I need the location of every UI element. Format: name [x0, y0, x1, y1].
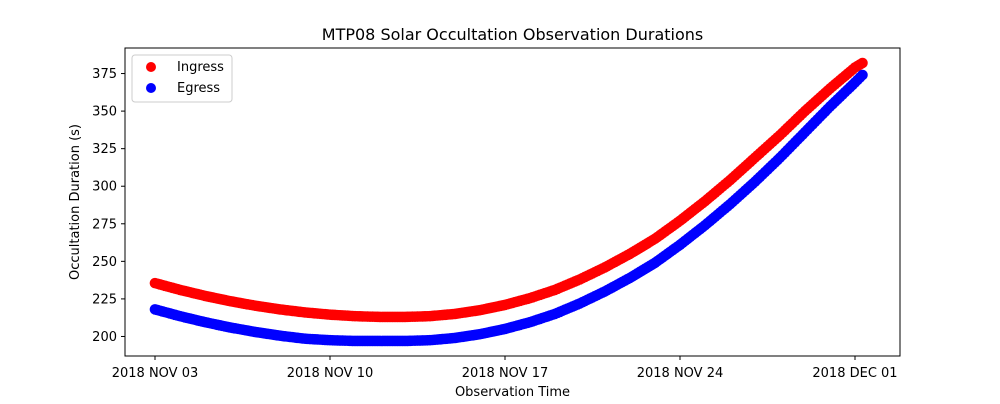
x-tick-label: 2018 NOV 10	[287, 366, 374, 381]
y-axis-label: Occultation Duration (s)	[68, 124, 83, 280]
y-tick-label: 200	[92, 330, 117, 345]
plot-marks	[149, 57, 868, 347]
y-tick-label: 275	[92, 217, 117, 232]
legend: Ingress Egress	[131, 54, 233, 103]
x-axis: 2018 NOV 03 2018 NOV 10 2018 NOV 17 2018 NO…	[112, 356, 898, 381]
x-tick-label: 2018 DEC 01	[812, 366, 897, 381]
y-tick-label: 350	[92, 105, 117, 120]
x-axis-label: Observation Time	[455, 385, 570, 400]
legend-label-egress: Egress	[177, 81, 220, 96]
data-point	[857, 57, 868, 69]
plot-frame	[124, 47, 901, 357]
y-axis: 200 225 250 275 300 325 350 375	[92, 67, 125, 345]
legend-marker-egress	[146, 83, 156, 93]
series-ingress	[149, 57, 868, 323]
legend-label-ingress: Ingress	[177, 60, 224, 75]
x-tick-label: 2018 NOV 03	[112, 366, 199, 381]
y-tick-label: 225	[92, 292, 117, 307]
y-tick-label: 375	[92, 67, 117, 82]
x-tick-label: 2018 NOV 24	[637, 366, 724, 381]
y-tick-label: 250	[92, 255, 117, 270]
data-point	[857, 69, 868, 81]
legend-frame	[131, 54, 233, 103]
legend-marker-ingress	[146, 62, 156, 72]
series-egress	[149, 69, 868, 347]
x-tick-label: 2018 NOV 17	[462, 366, 549, 381]
y-tick-label: 300	[92, 180, 117, 195]
y-tick-label: 325	[92, 142, 117, 157]
chart-title: MTP08 Solar Occultation Observation Dura…	[322, 25, 703, 44]
